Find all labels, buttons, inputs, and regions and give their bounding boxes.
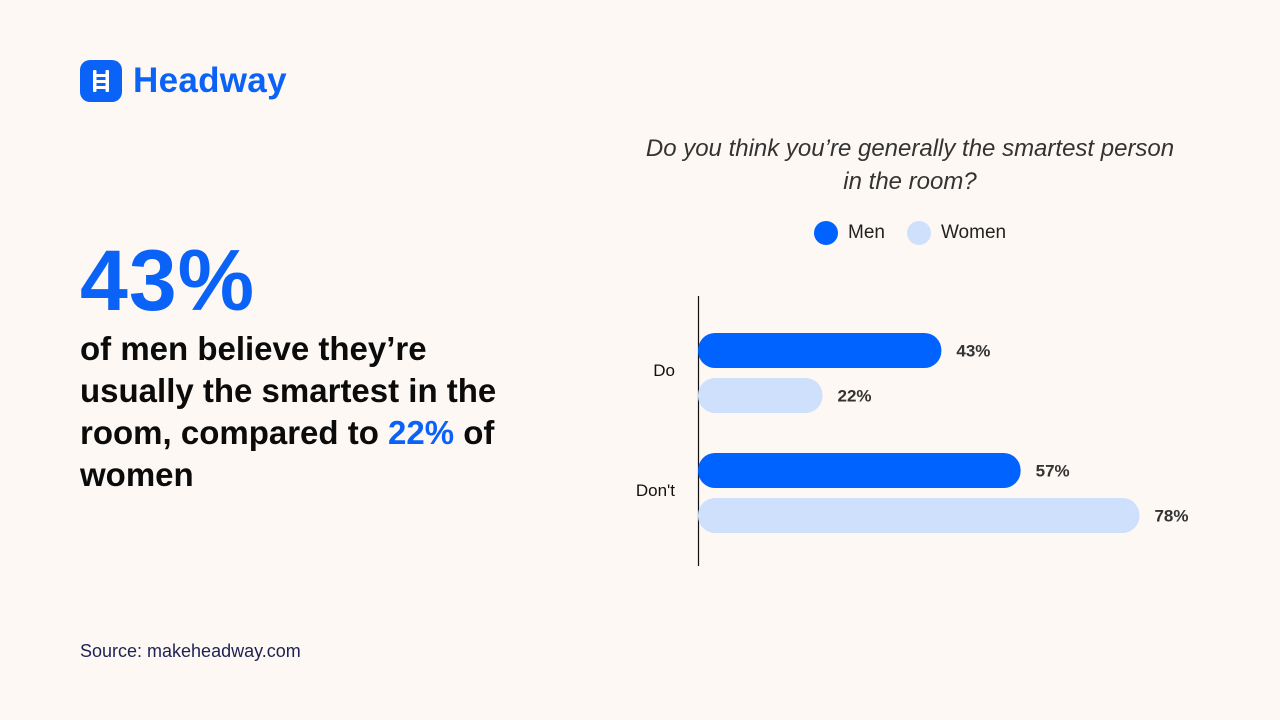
category-label: Do xyxy=(653,361,675,380)
headline-stat: 43% xyxy=(80,233,256,329)
legend-label-women: Women xyxy=(940,222,1007,243)
bar-men-dont xyxy=(698,453,1021,488)
data-label: 43% xyxy=(956,342,990,361)
data-label: 57% xyxy=(1036,462,1070,481)
data-label: 22% xyxy=(838,387,872,406)
legend-swatch-women xyxy=(906,221,931,245)
category-label: Don't xyxy=(636,481,675,500)
headline-text-before: of men believe they’re usually the smart… xyxy=(80,330,497,451)
ladder-icon xyxy=(80,60,122,102)
chart-legend: Men Women xyxy=(814,221,1028,245)
legend-item-women: Women xyxy=(906,221,1007,245)
bar-women-dont xyxy=(698,498,1140,533)
legend-swatch-men xyxy=(814,221,838,245)
headway-logo: Headway xyxy=(80,60,287,102)
chart-title: Do you think you’re generally the smarte… xyxy=(645,135,1175,195)
legend-label-men: Men xyxy=(848,222,885,243)
headline-text-after: of women xyxy=(80,414,495,493)
bar-women-do xyxy=(698,378,823,413)
bar-men-do xyxy=(698,333,942,368)
legend-item-men: Men xyxy=(814,221,885,245)
source-note: Source: makeheadway.com xyxy=(80,641,301,661)
data-label: 78% xyxy=(1154,507,1188,526)
brand-name: Headway xyxy=(133,61,287,100)
headline-highlight: 22% xyxy=(388,414,455,451)
headline-text: of men believe they’re usually the smart… xyxy=(80,328,500,496)
